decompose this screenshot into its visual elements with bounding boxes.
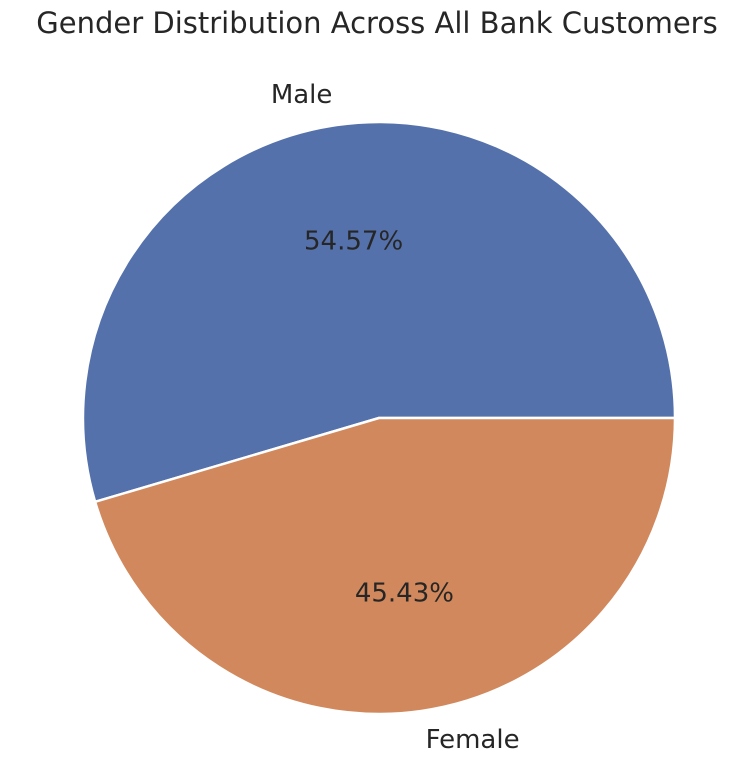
slice-percent-female: 45.43% [355, 578, 454, 608]
pie-labels: Male 54.57% Female 45.43% [271, 80, 520, 755]
chart-title: Gender Distribution Across All Bank Cust… [36, 6, 717, 40]
pie-slice-male [81, 120, 677, 504]
slice-label-male: Male [271, 80, 333, 110]
pie-slice-female [93, 416, 677, 716]
slice-label-female: Female [426, 725, 520, 755]
slice-percent-male: 54.57% [304, 227, 403, 257]
pie-slices [81, 120, 677, 716]
